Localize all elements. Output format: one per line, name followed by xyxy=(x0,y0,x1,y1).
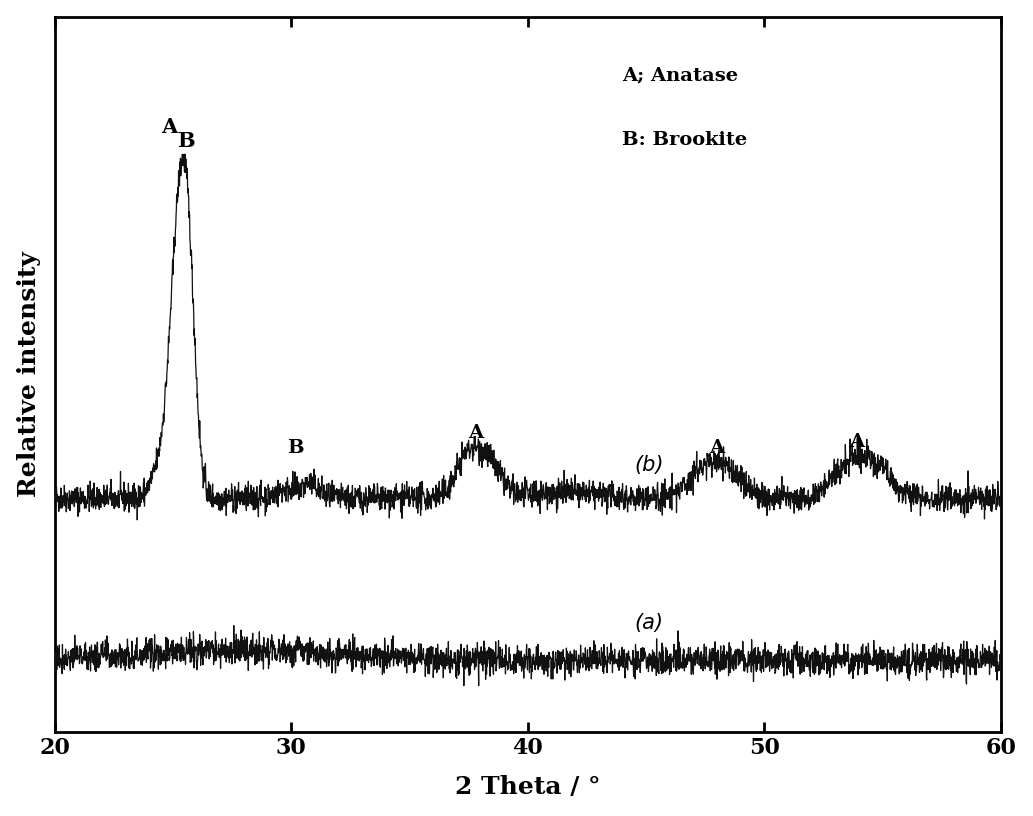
Text: A; Anatase: A; Anatase xyxy=(622,67,739,85)
Text: A: A xyxy=(161,117,178,137)
Text: (a): (a) xyxy=(634,614,663,633)
Text: B: B xyxy=(287,440,304,458)
Text: A: A xyxy=(849,433,865,451)
Y-axis label: Relative intensity: Relative intensity xyxy=(17,251,40,497)
Text: B: B xyxy=(177,131,194,151)
Text: B: Brookite: B: Brookite xyxy=(622,131,748,149)
X-axis label: 2 Theta / °: 2 Theta / ° xyxy=(455,775,600,800)
Text: (b): (b) xyxy=(634,455,663,475)
Text: A: A xyxy=(710,439,724,457)
Text: A: A xyxy=(468,424,483,442)
